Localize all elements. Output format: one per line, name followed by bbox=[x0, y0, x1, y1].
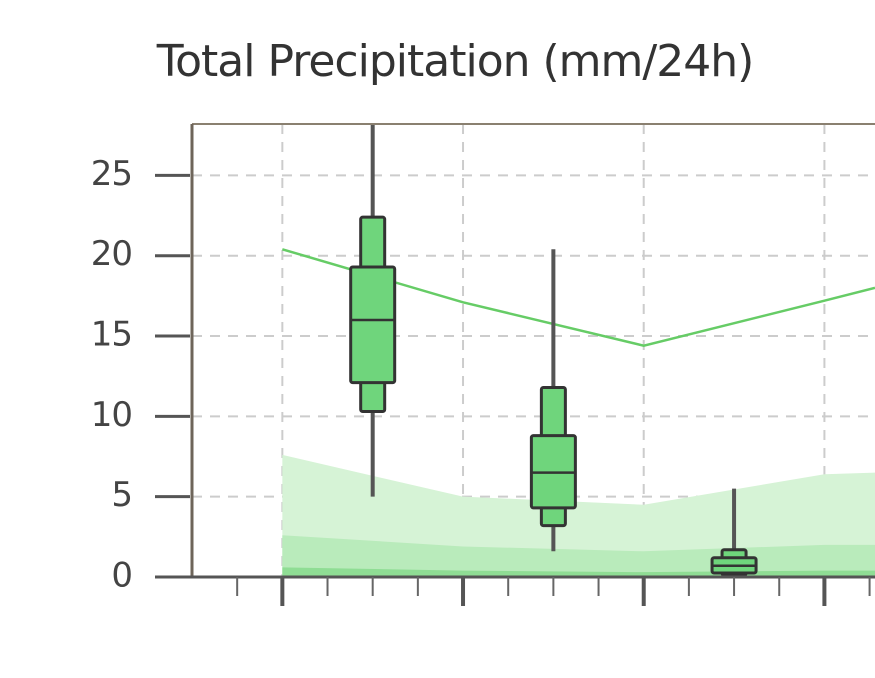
y-tick-label: 5 bbox=[111, 475, 132, 515]
y-tick-label: 10 bbox=[91, 395, 132, 435]
y-tick-label: 25 bbox=[91, 154, 132, 194]
chart-title: Total Precipitation (mm/24h) bbox=[156, 36, 754, 87]
plot-area bbox=[192, 124, 875, 577]
y-tick-label: 0 bbox=[111, 556, 132, 596]
y-tick-label: 15 bbox=[91, 315, 132, 355]
box-inner bbox=[349, 265, 397, 385]
axes: 0 5 10 15 20 25 bbox=[91, 123, 875, 606]
y-tick-label: 20 bbox=[91, 234, 132, 274]
climate-line bbox=[281, 248, 875, 347]
